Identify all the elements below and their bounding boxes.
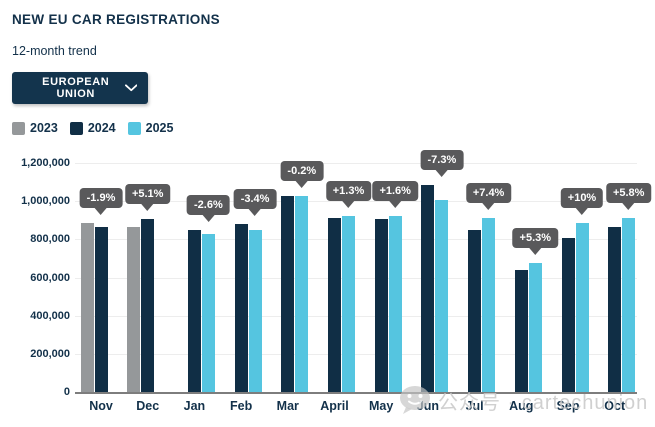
bar-2023-nov[interactable] <box>80 223 94 393</box>
legend-swatch-2024 <box>69 121 83 135</box>
y-axis-tick-label: 200,000 <box>30 347 70 360</box>
x-axis-tick-label: Mar <box>276 399 299 413</box>
bar-2025-jul[interactable] <box>482 217 496 393</box>
x-axis-tick-label: Feb <box>229 399 253 413</box>
bar-2025-sep[interactable] <box>575 222 589 393</box>
legend-swatch-2025 <box>127 121 141 135</box>
bar-2025-aug[interactable] <box>528 263 542 393</box>
gridline <box>75 201 637 203</box>
bar-2024-mar[interactable] <box>281 195 295 393</box>
legend-label: 2024 <box>87 121 116 135</box>
bar-chart: 0 200,000 400,000 600,000 800,000 1,000,000 1,… <box>0 149 655 427</box>
bar-2024-april[interactable] <box>328 218 341 393</box>
bar-2023-dec[interactable] <box>127 227 141 393</box>
change-tooltip: -7.3% <box>420 149 464 170</box>
bar-2025-april[interactable] <box>342 215 355 393</box>
y-axis-tick-label: 0 <box>63 386 70 398</box>
change-tooltip: +1.6% <box>372 180 418 201</box>
x-axis-tick-label: Jul <box>465 399 484 413</box>
bar-2025-may[interactable] <box>388 215 402 393</box>
legend-item-2023[interactable]: 2023 <box>12 121 58 135</box>
change-tooltip: +5.8% <box>605 182 652 203</box>
change-tooltip: -3.4% <box>233 188 277 209</box>
x-axis-line <box>75 391 637 394</box>
y-axis-tick-label: 400,000 <box>30 309 70 322</box>
x-axis-tick-label: Jan <box>183 399 206 413</box>
bar-2024-sep[interactable] <box>561 238 575 393</box>
gridline <box>75 277 637 279</box>
x-axis-tick-label: Dec <box>136 399 160 413</box>
bar-2024-jul[interactable] <box>468 229 482 393</box>
legend: 2023 2024 2025 <box>12 121 173 135</box>
x-axis-tick-label: Jun <box>416 399 440 413</box>
x-axis-tick-label: Oct <box>604 399 626 413</box>
region-dropdown-label: EUROPEAN UNION <box>42 76 110 100</box>
bar-2024-jun[interactable] <box>421 184 435 393</box>
bar-2025-oct[interactable] <box>622 217 636 393</box>
x-axis-tick-label: May <box>369 399 394 413</box>
change-tooltip: -1.9% <box>79 188 123 209</box>
gridline <box>75 239 637 241</box>
legend-item-2024[interactable]: 2024 <box>69 121 116 135</box>
y-axis-tick-label: 800,000 <box>30 233 70 246</box>
x-axis-tick-label: April <box>320 399 349 413</box>
bar-2025-jun[interactable] <box>435 199 449 393</box>
change-tooltip: +1.3% <box>325 180 372 201</box>
x-axis-tick-label: Sep <box>556 399 580 413</box>
bar-2024-oct[interactable] <box>608 227 622 393</box>
y-axis-tick-label: 1,200,000 <box>21 157 70 169</box>
bar-2025-mar[interactable] <box>295 196 309 393</box>
x-axis-tick-label: Aug <box>509 399 534 413</box>
bar-2024-aug[interactable] <box>514 269 528 393</box>
change-tooltip: +5.1% <box>124 183 171 204</box>
change-tooltip: -2.6% <box>187 194 230 215</box>
legend-swatch-2023 <box>12 121 25 135</box>
y-axis-tick-label: 600,000 <box>30 271 70 284</box>
chart-subtitle: 12-month trend <box>12 44 97 58</box>
gridline <box>75 163 637 164</box>
bar-2024-dec[interactable] <box>141 218 155 393</box>
bar-2024-may[interactable] <box>374 218 388 393</box>
change-tooltip: +7.4% <box>465 182 512 203</box>
gridline <box>75 315 637 317</box>
x-axis-tick-label: Nov <box>89 399 113 413</box>
bar-2024-feb[interactable] <box>234 223 248 393</box>
bar-2025-jan[interactable] <box>201 233 215 393</box>
gridline <box>75 353 637 355</box>
change-tooltip: +10% <box>560 187 604 208</box>
bar-2024-nov[interactable] <box>94 226 108 393</box>
change-tooltip: -0.2% <box>280 160 324 181</box>
y-axis-tick-label: 1,000,000 <box>21 195 70 208</box>
legend-label: 2025 <box>145 121 174 135</box>
region-dropdown[interactable]: EUROPEAN UNION <box>12 72 148 104</box>
bar-2024-jan[interactable] <box>187 229 201 393</box>
legend-label: 2023 <box>30 121 58 135</box>
change-tooltip: +5.3% <box>512 228 559 249</box>
chevron-down-icon <box>124 84 137 92</box>
bar-2025-feb[interactable] <box>248 229 262 393</box>
page-title: NEW EU CAR REGISTRATIONS <box>12 12 220 27</box>
legend-item-2025[interactable]: 2025 <box>127 121 174 135</box>
